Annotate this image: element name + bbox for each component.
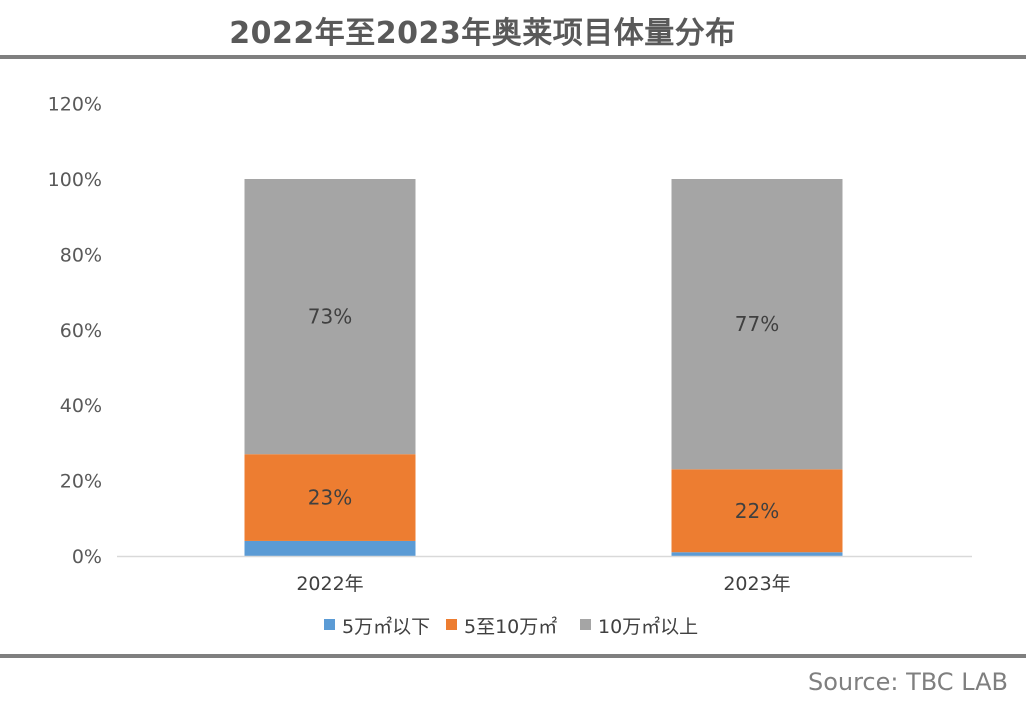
legend-label: 10万㎡以上 [598,615,698,638]
legend-label: 5至10万㎡ [464,615,557,638]
data-label: 73% [308,305,352,329]
bar-segment [671,552,843,556]
bottom-divider [0,654,1026,658]
top-divider [0,55,1026,59]
y-tick-label: 40% [60,395,102,417]
source-credit: Source: TBC LAB [807,668,1008,696]
legend-swatch [446,619,457,630]
y-tick-label: 120% [48,94,102,116]
bar-segment [244,454,416,541]
bar-segment [244,540,416,556]
legend-swatch [580,619,591,630]
x-category-label: 2022年 [296,573,363,595]
data-label: 22% [735,499,779,523]
y-tick-label: 100% [48,169,102,191]
y-tick-label: 60% [60,320,102,342]
legend-label: 5万㎡以下 [342,615,430,638]
data-label: 23% [308,486,352,510]
stacked-bar-chart: 0%20%40%60%80%100%120%4%23%73%2022年1%22%… [48,94,972,638]
bar-segment [244,179,416,455]
bar-segment [671,469,843,553]
x-category-label: 2023年 [723,573,790,595]
chart-title: 2022年至2023年奥莱项目体量分布 [229,16,736,51]
y-tick-label: 0% [72,546,102,568]
legend-swatch [324,619,335,630]
bar-segment [671,179,843,470]
y-tick-label: 80% [60,244,102,266]
y-tick-label: 20% [60,471,102,493]
data-label: 77% [735,312,779,336]
